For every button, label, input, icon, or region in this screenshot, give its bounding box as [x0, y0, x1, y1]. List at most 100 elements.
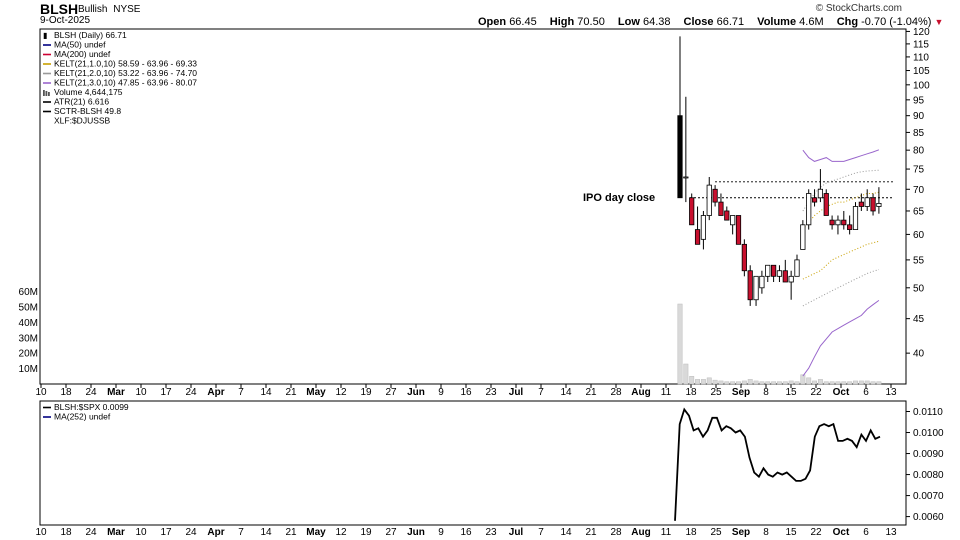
candle-body: [829, 219, 835, 226]
volume-bar: [870, 381, 876, 385]
x-tick-label: Apr: [207, 387, 224, 398]
x-tick-label: 23: [485, 387, 497, 398]
x-tick-label: 27: [385, 527, 397, 538]
x-tick-label: 12: [335, 387, 347, 398]
volume-tick-label: 50M: [19, 303, 38, 314]
volume-bar: [700, 379, 706, 385]
price-tick-label: 120: [913, 27, 930, 38]
x-tick-label: May: [306, 527, 326, 538]
volume-bar: [782, 381, 788, 385]
volume-bar: [853, 380, 858, 385]
volume-bar: [730, 381, 736, 385]
x-tick-label: 12: [335, 527, 347, 538]
volume-bar: [683, 363, 689, 385]
volume-bar: [706, 377, 712, 385]
volume-tick-label: 10M: [19, 364, 38, 375]
candle-body: [735, 215, 742, 245]
price-tick-label: 85: [913, 128, 925, 139]
volume-tick-label: 20M: [19, 349, 38, 360]
price-tick-label: 45: [913, 314, 925, 325]
x-tick-label: 18: [685, 527, 697, 538]
candle-body: [806, 193, 812, 226]
candle-body: [794, 259, 800, 277]
volume-bar: [712, 379, 718, 385]
candle-body: [788, 275, 794, 283]
high-label: High: [549, 16, 575, 28]
volume-bar: [759, 381, 765, 385]
x-tick-label: 7: [238, 527, 244, 538]
legend-entry: ATR(21) 6.616: [54, 97, 109, 107]
x-tick-label: 21: [285, 527, 297, 538]
volume-tick-label: 60M: [19, 287, 38, 298]
volume-bar: [765, 381, 771, 385]
price-tick-label: 100: [913, 80, 930, 91]
x-tick-label: 24: [185, 387, 197, 398]
volume-bar: [817, 379, 823, 385]
price-tick-label: 110: [913, 52, 929, 63]
x-tick-label: 21: [585, 527, 597, 538]
low-value: 64.38: [642, 16, 671, 28]
x-tick-label: 21: [285, 387, 297, 398]
volume-bar: [806, 377, 812, 385]
candle-body: [765, 264, 771, 277]
x-tick-label: Aug: [631, 387, 650, 398]
x-tick-label: 28: [610, 527, 622, 538]
legend-entry: KELT(21,1.0,10) 58.59 - 63.96 - 69.33: [54, 59, 197, 69]
candle-body: [759, 275, 765, 289]
legend-entry: XLF:$DJUSSB: [54, 116, 111, 126]
volume-value: 4.6M: [799, 16, 824, 28]
x-tick-label: 25: [710, 527, 722, 538]
ratio-tick-label: 0.0060: [913, 512, 944, 523]
x-tick-label: 28: [610, 387, 622, 398]
x-tick-label: 7: [238, 387, 244, 398]
ipo-annotation: IPO day close: [583, 192, 655, 204]
candle-body: [817, 188, 824, 199]
volume-bar: [689, 376, 695, 385]
volume-bar: [858, 380, 864, 385]
price-tick-label: 55: [913, 255, 925, 266]
price-panel: [39, 28, 907, 385]
price-tick-label: 105: [913, 66, 930, 77]
x-tick-label: 16: [460, 527, 472, 538]
x-tick-label: 10: [135, 527, 147, 538]
candle-body: [864, 197, 870, 207]
volume-bar: [771, 381, 777, 385]
ratio-panel: [39, 400, 907, 526]
price-tick-label: 60: [913, 230, 925, 241]
volume-tick-label: 30M: [19, 333, 38, 344]
x-tick-label: 14: [560, 387, 572, 398]
x-tick-label: Oct: [833, 387, 850, 398]
price-tick-label: 95: [913, 95, 925, 106]
x-tick-label: 9: [438, 527, 444, 538]
candle-body: [706, 184, 712, 216]
x-tick-label: 6: [863, 387, 869, 398]
candlestick-legend-icon: ▮: [43, 31, 47, 40]
candle-body: [677, 115, 683, 199]
volume-bar: [800, 374, 806, 385]
candle-body: [683, 176, 689, 179]
volume-legend-icon: [48, 92, 50, 96]
price-tick-label: 75: [913, 165, 925, 176]
candle-body: [835, 219, 841, 226]
volume-bar: [724, 381, 730, 385]
low-label: Low: [617, 16, 640, 28]
x-tick-label: 16: [460, 387, 472, 398]
ratio-tick-label: 0.0110: [913, 407, 943, 418]
credit-link[interactable]: © StockCharts.com: [815, 3, 902, 14]
x-tick-label: 18: [60, 387, 72, 398]
candle-body: [771, 264, 777, 277]
price-tick-label: 90: [913, 111, 925, 122]
candle-body: [694, 229, 701, 245]
ratio-line: [674, 407, 881, 521]
chg-value: -0.70 (-1.04%): [861, 16, 932, 28]
ratio-tick-label: 0.0090: [913, 449, 944, 460]
x-tick-label: 13: [885, 527, 897, 538]
ratio-tick-label: 0.0070: [913, 491, 944, 502]
x-tick-label: Aug: [631, 527, 650, 538]
x-tick-label: 17: [160, 527, 172, 538]
kelt1-upper-line: [802, 191, 880, 230]
legend-entry: BLSH:$SPX 0.0099: [54, 402, 129, 412]
chart-date: 9-Oct-2025: [40, 15, 91, 26]
x-tick-label: 10: [35, 527, 47, 538]
